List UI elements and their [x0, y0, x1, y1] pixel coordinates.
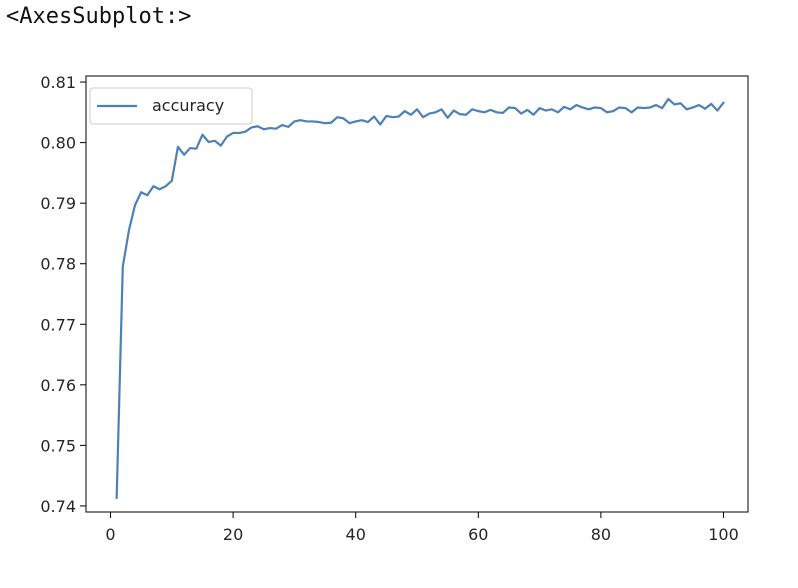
y-tick-label: 0.79	[40, 194, 76, 213]
y-tick-label: 0.77	[40, 315, 76, 334]
y-tick-label: 0.78	[40, 255, 76, 274]
x-tick-label: 80	[591, 525, 611, 544]
plot-area-background	[86, 76, 748, 512]
x-tick-label: 100	[708, 525, 739, 544]
x-axis: 0 20 40 60 80 100	[105, 512, 739, 544]
legend-label-accuracy: accuracy	[152, 96, 224, 115]
accuracy-series-line	[115, 97, 725, 500]
y-tick-label: 0.81	[40, 73, 76, 92]
x-tick-label: 60	[468, 525, 488, 544]
x-tick-label: 20	[223, 525, 243, 544]
legend-box	[89, 87, 253, 125]
y-tick-label: 0.76	[40, 376, 76, 395]
y-tick-label: 0.80	[40, 134, 76, 153]
y-tick-label: 0.74	[40, 497, 76, 516]
legend: accuracy	[89, 87, 253, 125]
output-repr-text: <AxesSubplot:>	[6, 4, 192, 29]
x-tick-label: 40	[346, 525, 366, 544]
plot-area-frame	[85, 75, 749, 513]
y-tick-label: 0.75	[40, 436, 76, 455]
y-axis: 0.74 0.75 0.76 0.77 0.78 0.79 0.80 0.81	[40, 73, 86, 516]
x-tick-label: 0	[105, 525, 115, 544]
